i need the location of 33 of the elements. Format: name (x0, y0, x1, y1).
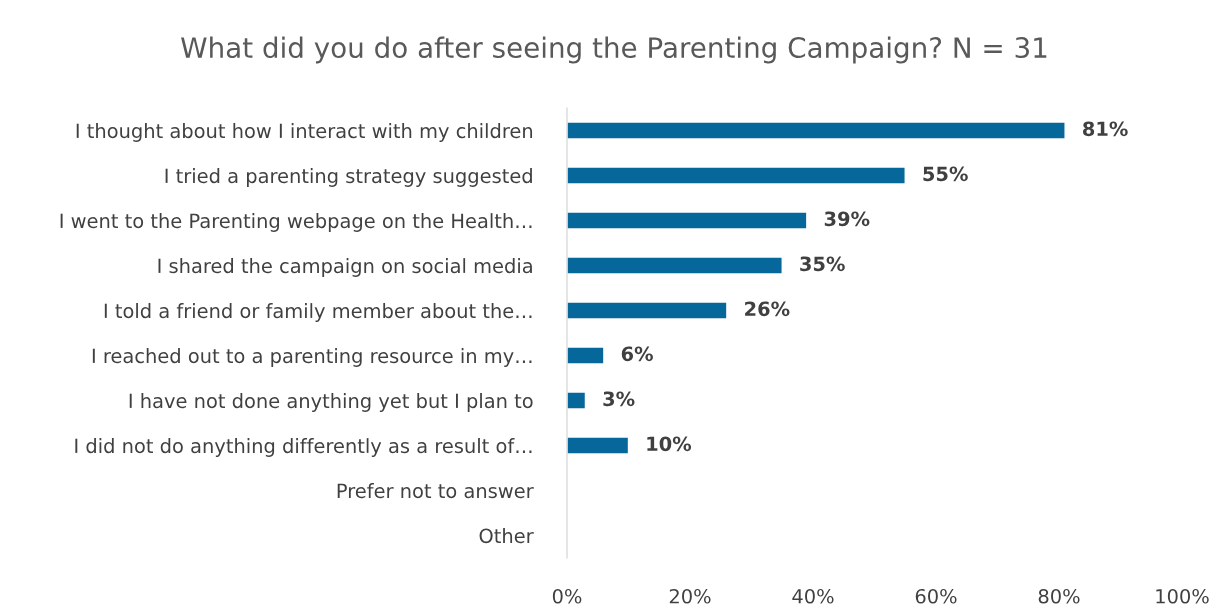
y-tick-label: Prefer not to answer (337, 483, 534, 499)
bar (567, 211, 808, 230)
x-tick-label: 0% (552, 588, 582, 604)
bar (567, 121, 1066, 140)
bar (567, 346, 605, 365)
y-tick-label: I reached out to a parenting resource in my… (92, 348, 532, 367)
x-tick-label: 60% (915, 588, 957, 604)
data-label: 55% (923, 166, 968, 182)
data-label: 6% (621, 346, 653, 362)
x-tick-label: 40% (792, 588, 834, 604)
data-label: 81% (1083, 121, 1128, 137)
bar (567, 166, 906, 185)
x-tick-label: 20% (669, 588, 711, 604)
y-tick-label: I shared the campaign on social media (158, 258, 532, 277)
bar (567, 256, 783, 275)
y-tick-label: I thought about how I interact with my children (76, 123, 533, 142)
bar (567, 301, 728, 320)
y-tick-label: I tried a parenting strategy suggested (165, 168, 532, 187)
y-tick-label: I have not done anything yet but I plan to (129, 393, 533, 412)
y-tick-label: I went to the Parenting webpage on the Health… (60, 213, 532, 232)
y-tick-label: I told a friend or family member about the… (104, 303, 532, 322)
y-tick-label: I did not do anything differently as a result of… (75, 438, 532, 457)
chart-title: What did you do after seeing the Parenting Campaign? N = 31 (181, 36, 1047, 64)
data-label: 3% (603, 391, 635, 407)
x-tick-label: 100% (1156, 588, 1209, 604)
bar (567, 391, 587, 410)
y-tick-label: Other (479, 528, 534, 544)
x-tick-label: 80% (1038, 588, 1080, 604)
bar (567, 436, 630, 455)
data-label: 10% (647, 436, 692, 452)
data-label: 39% (824, 211, 870, 227)
data-label: 26% (745, 301, 790, 317)
data-label: 35% (800, 256, 845, 272)
